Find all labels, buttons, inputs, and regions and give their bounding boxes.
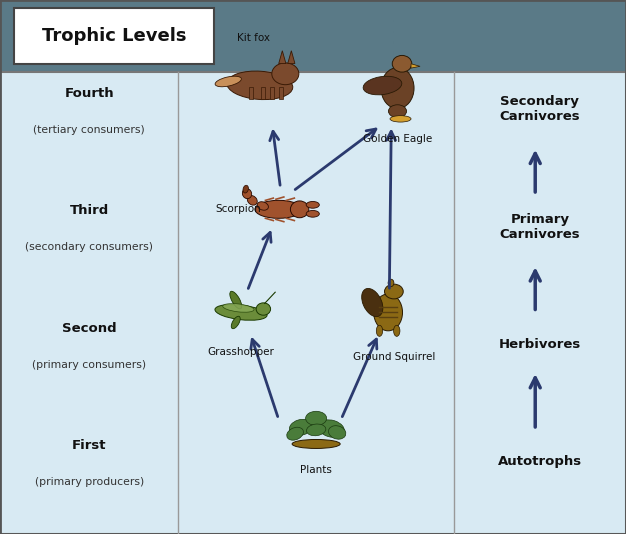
Text: Herbivores: Herbivores: [499, 338, 581, 351]
Text: Primary
Carnivores: Primary Carnivores: [500, 213, 580, 241]
Ellipse shape: [329, 426, 346, 439]
Text: (secondary consumers): (secondary consumers): [25, 242, 153, 252]
Ellipse shape: [223, 304, 254, 312]
Bar: [0, 72, 626, 534]
Text: Third: Third: [69, 205, 109, 217]
Ellipse shape: [381, 68, 414, 108]
Ellipse shape: [257, 202, 269, 210]
Ellipse shape: [227, 71, 293, 99]
Ellipse shape: [255, 200, 302, 218]
Ellipse shape: [290, 201, 309, 218]
Ellipse shape: [307, 424, 326, 436]
Ellipse shape: [256, 303, 270, 315]
Ellipse shape: [230, 292, 242, 309]
Ellipse shape: [376, 325, 382, 336]
Text: Plants: Plants: [300, 465, 332, 475]
Ellipse shape: [215, 76, 242, 87]
Ellipse shape: [272, 63, 299, 85]
Ellipse shape: [231, 316, 240, 329]
Polygon shape: [288, 51, 295, 64]
Text: Fourth: Fourth: [64, 87, 114, 100]
Ellipse shape: [305, 411, 327, 426]
Ellipse shape: [242, 189, 252, 199]
Bar: [0, 0, 626, 72]
Ellipse shape: [287, 427, 304, 440]
Ellipse shape: [363, 76, 402, 95]
Text: Golden Eagle: Golden Eagle: [363, 134, 432, 144]
Text: (tertiary consumers): (tertiary consumers): [33, 125, 145, 135]
Ellipse shape: [394, 325, 400, 336]
Ellipse shape: [292, 439, 340, 449]
Text: Kit fox: Kit fox: [237, 33, 270, 43]
Ellipse shape: [389, 105, 406, 117]
Ellipse shape: [384, 284, 403, 299]
Ellipse shape: [306, 210, 319, 217]
Ellipse shape: [247, 195, 257, 205]
Ellipse shape: [374, 294, 403, 331]
Text: Grasshopper: Grasshopper: [208, 347, 274, 357]
Text: Second: Second: [62, 322, 116, 335]
Text: Secondary
Carnivores: Secondary Carnivores: [500, 96, 580, 123]
Ellipse shape: [318, 420, 344, 437]
Text: First: First: [72, 439, 106, 452]
Ellipse shape: [390, 116, 411, 122]
Bar: [270, 87, 274, 99]
Text: (primary consumers): (primary consumers): [32, 360, 146, 370]
Ellipse shape: [362, 288, 383, 317]
Text: Scorpion: Scorpion: [215, 205, 261, 214]
Ellipse shape: [388, 279, 394, 287]
Ellipse shape: [215, 304, 267, 320]
Ellipse shape: [243, 185, 249, 193]
Bar: [279, 87, 282, 99]
Ellipse shape: [393, 56, 412, 72]
Text: Ground Squirrel: Ground Squirrel: [353, 352, 436, 363]
Bar: [260, 87, 265, 99]
Ellipse shape: [306, 201, 319, 208]
Polygon shape: [411, 64, 420, 68]
Polygon shape: [279, 51, 286, 64]
FancyBboxPatch shape: [14, 8, 214, 64]
Bar: [249, 87, 252, 99]
Text: (primary producers): (primary producers): [34, 477, 144, 487]
Ellipse shape: [289, 419, 313, 435]
Text: Autotrophs: Autotrophs: [498, 456, 582, 468]
Text: Trophic Levels: Trophic Levels: [42, 27, 186, 45]
